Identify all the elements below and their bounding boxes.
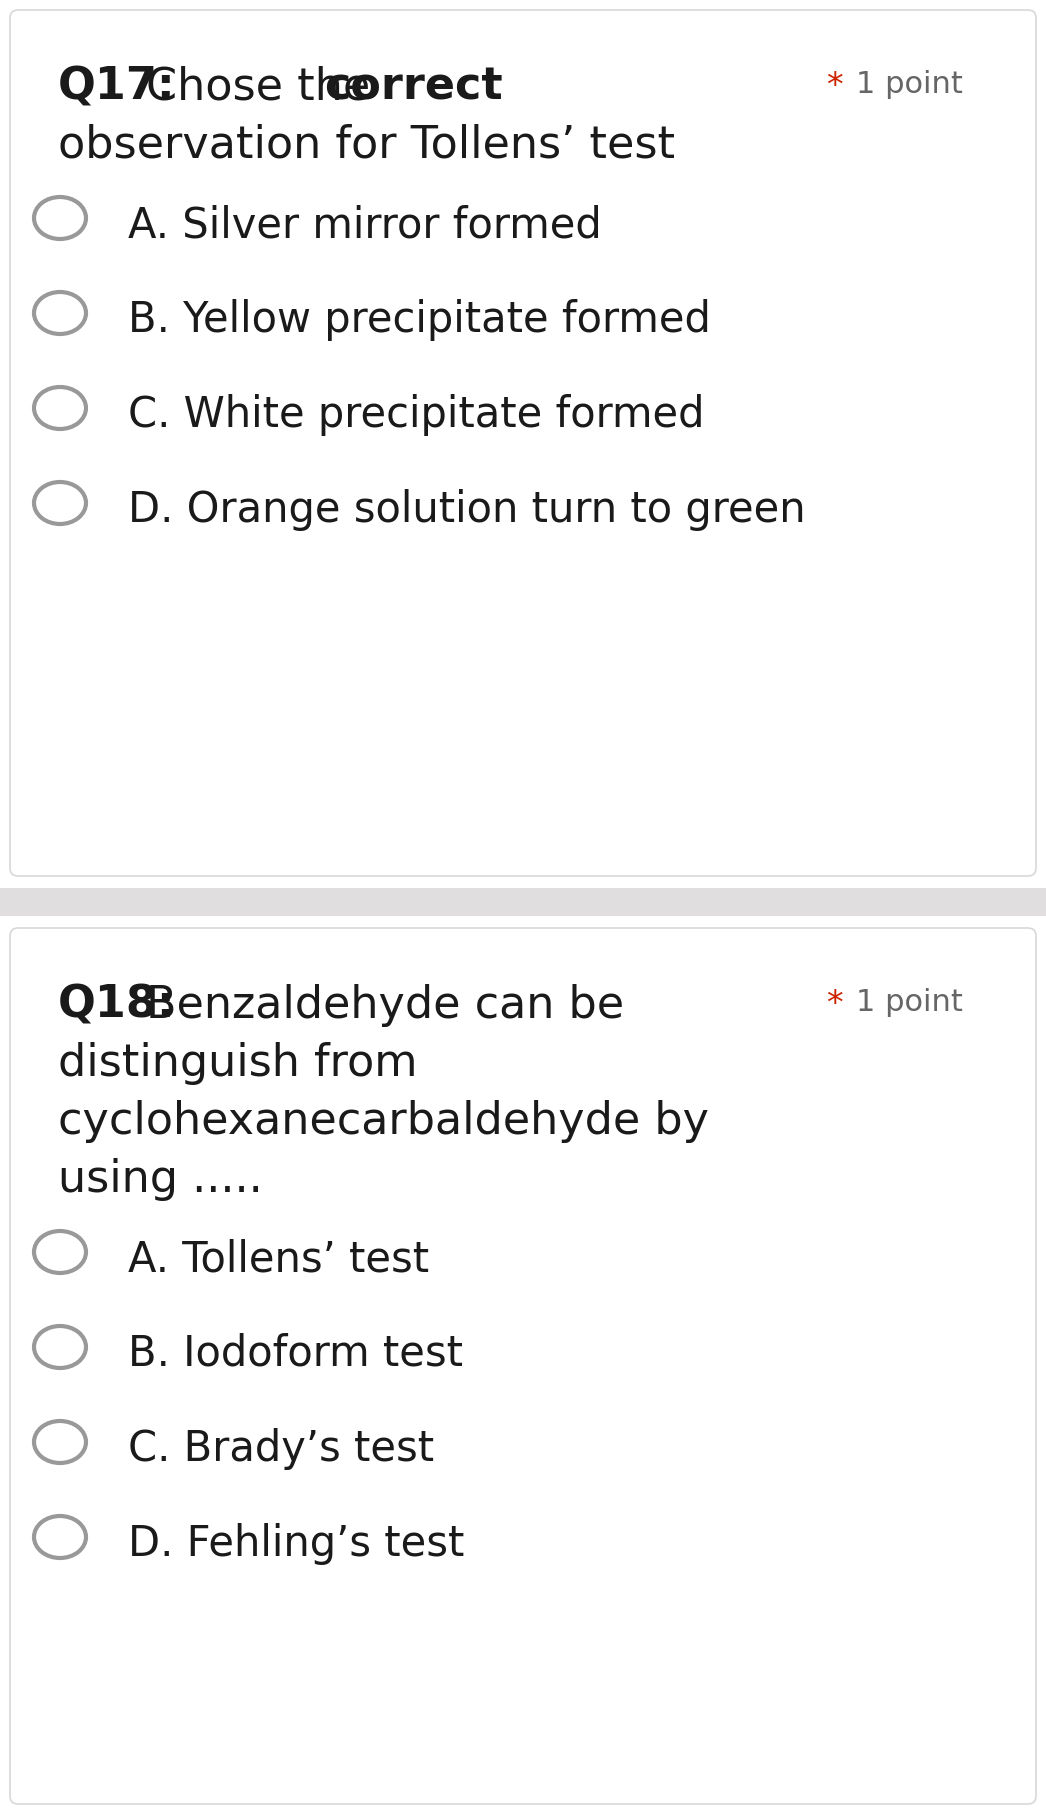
Text: Q17:: Q17:: [58, 65, 176, 109]
FancyBboxPatch shape: [10, 11, 1036, 876]
Text: C. Brady’s test: C. Brady’s test: [128, 1428, 434, 1469]
Text: B. Yellow precipitate formed: B. Yellow precipitate formed: [128, 299, 711, 341]
Text: correct: correct: [324, 65, 503, 109]
Text: D. Orange solution turn to green: D. Orange solution turn to green: [128, 490, 805, 532]
Text: *: *: [826, 989, 843, 1021]
Text: D. Fehling’s test: D. Fehling’s test: [128, 1524, 464, 1565]
Text: Benzaldehyde can be: Benzaldehyde can be: [146, 983, 624, 1027]
Text: A. Silver mirror formed: A. Silver mirror formed: [128, 203, 601, 247]
Text: using .....: using .....: [58, 1157, 263, 1201]
FancyBboxPatch shape: [10, 929, 1036, 1803]
Text: C. White precipitate formed: C. White precipitate formed: [128, 394, 705, 435]
Text: 1 point: 1 point: [856, 989, 963, 1018]
Text: Chose the: Chose the: [146, 65, 384, 109]
Text: *: *: [826, 71, 843, 103]
Text: cyclohexanecarbaldehyde by: cyclohexanecarbaldehyde by: [58, 1099, 709, 1143]
Text: observation for Tollens’ test: observation for Tollens’ test: [58, 123, 675, 167]
Text: B. Iodoform test: B. Iodoform test: [128, 1333, 463, 1375]
Text: Q18:: Q18:: [58, 983, 176, 1027]
Text: distinguish from: distinguish from: [58, 1041, 417, 1085]
Text: A. Tollens’ test: A. Tollens’ test: [128, 1237, 429, 1281]
Text: 1 point: 1 point: [856, 71, 963, 100]
Bar: [0, 889, 1046, 916]
